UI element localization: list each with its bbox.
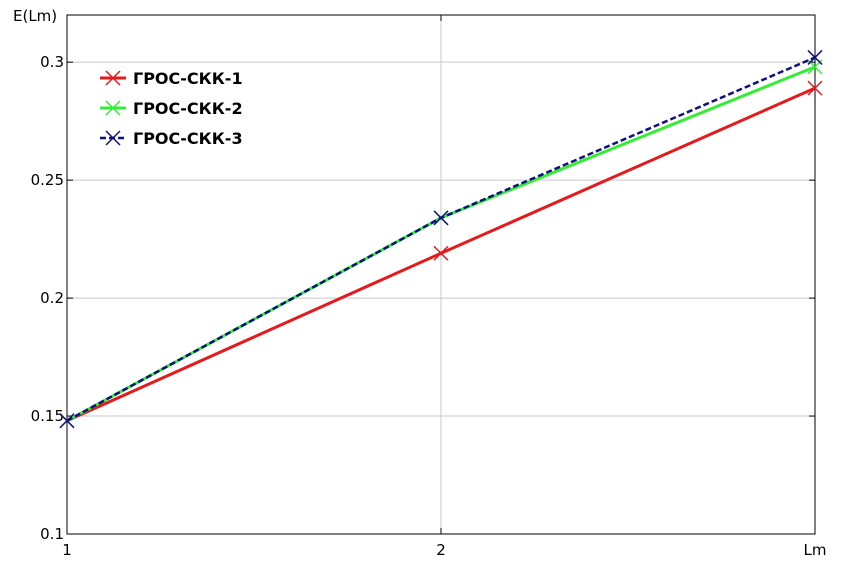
legend-marker (105, 130, 121, 146)
y-tick-label: 0.1 (40, 525, 64, 543)
y-axis-label: E(Lm) (13, 7, 57, 25)
y-tick-label: 0.15 (31, 407, 64, 425)
y-tick-label: 0.25 (31, 171, 64, 189)
legend-marker (105, 100, 121, 116)
axis-ticks: 0.1 0.15 0.2 0.25 0.3 1 2 Lm (31, 15, 827, 559)
legend-marker (105, 70, 121, 86)
legend-label: ГРОС-СКК-1 (133, 69, 243, 88)
legend-item-1: ГРОС-СКК-1 (100, 69, 243, 88)
y-tick-label: 0.3 (40, 53, 64, 71)
legend-item-2: ГРОС-СКК-2 (100, 99, 243, 118)
legend-label: ГРОС-СКК-2 (133, 99, 243, 118)
x-tick-label: Lm (804, 541, 827, 559)
legend: ГРОС-СКК-1 ГРОС-СКК-2 ГРОС-СКК-3 (100, 69, 243, 148)
data-point-marker (433, 210, 449, 226)
grid-lines (66, 15, 816, 535)
data-point-marker (807, 80, 823, 96)
y-tick-label: 0.2 (40, 289, 64, 307)
x-tick-label: 2 (436, 541, 446, 559)
series-group (59, 49, 823, 429)
data-point-marker (807, 49, 823, 65)
series-3 (59, 49, 823, 429)
legend-label: ГРОС-СКК-3 (133, 129, 243, 148)
legend-item-3: ГРОС-СКК-3 (100, 129, 243, 148)
data-point-marker (433, 245, 449, 261)
x-tick-label: 1 (62, 541, 72, 559)
data-point-marker (59, 413, 75, 429)
